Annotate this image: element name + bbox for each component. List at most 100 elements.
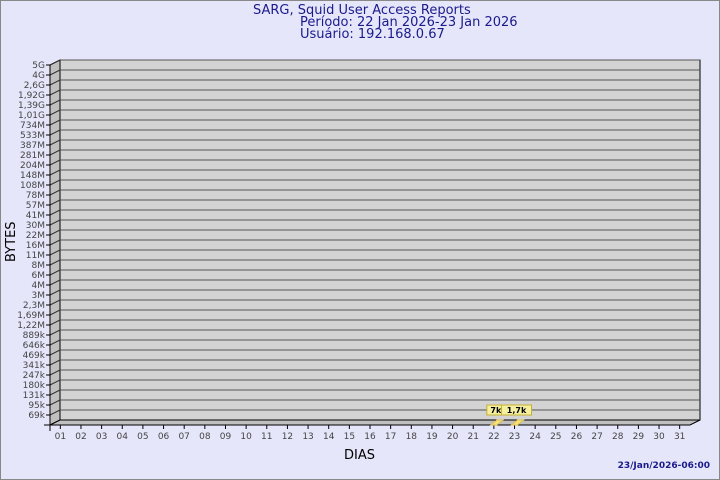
- y-tick-label: 533M: [20, 131, 45, 141]
- y-tick-label: 148M: [20, 171, 45, 181]
- x-tick-label: 24: [529, 432, 541, 442]
- y-tick-diagonal: [49, 289, 61, 296]
- y-tick-label: 1,01G: [18, 111, 45, 121]
- y-tick-diagonal: [49, 69, 61, 76]
- y-tick-label: 69k: [28, 411, 45, 421]
- x-tick-label: 02: [75, 432, 86, 442]
- y-tick-label: 281M: [20, 151, 45, 161]
- y-tick-label: 2,6G: [24, 81, 45, 91]
- y-tick-label: 16M: [26, 241, 45, 251]
- y-tick-diagonal: [49, 59, 61, 66]
- y-tick-label: 247k: [23, 371, 46, 381]
- x-tick-label: 28: [612, 432, 624, 442]
- y-tick-diagonal: [49, 219, 61, 226]
- y-tick-diagonal: [49, 319, 61, 326]
- y-tick-diagonal: [49, 199, 61, 206]
- chart-title: SARG, Squid User Access Reports: [253, 3, 471, 18]
- y-tick-diagonal: [49, 149, 61, 156]
- y-tick-label: 41M: [26, 211, 45, 221]
- y-tick-label: 646k: [23, 341, 46, 351]
- y-tick-label: 204M: [20, 161, 45, 171]
- y-tick-label: 889k: [23, 331, 46, 341]
- y-tick-label: 5G: [32, 61, 45, 71]
- y-tick-label: 180k: [23, 381, 46, 391]
- x-tick-label: 25: [550, 432, 561, 442]
- x-tick-label: 08: [199, 432, 211, 442]
- timestamp: 23/Jan/2026-06:00: [617, 461, 710, 471]
- x-tick-label: 13: [302, 432, 313, 442]
- x-axis-label: DIAS: [344, 448, 375, 463]
- x-tick-label: 21: [467, 432, 478, 442]
- x-tick-label: 26: [571, 432, 583, 442]
- x-tick-label: 05: [137, 432, 148, 442]
- y-tick-diagonal: [49, 179, 61, 186]
- y-tick-label: 2,3M: [23, 301, 45, 311]
- y-tick-diagonal: [49, 329, 61, 336]
- y-tick-diagonal: [49, 239, 61, 246]
- x-tick-label: 03: [96, 432, 107, 442]
- y-tick-diagonal: [49, 99, 61, 106]
- y-tick-diagonal: [49, 259, 61, 266]
- y-tick-diagonal: [49, 229, 61, 236]
- y-tick-diagonal: [49, 349, 61, 356]
- y-tick-label: 1,69M: [17, 311, 45, 321]
- y-tick-diagonal: [49, 79, 61, 86]
- y-tick-diagonal: [49, 279, 61, 286]
- y-tick-label: 22M: [26, 231, 45, 241]
- floor: [49, 419, 701, 426]
- x-tick-label: 29: [633, 432, 645, 442]
- y-tick-diagonal: [49, 409, 61, 416]
- y-tick-diagonal: [49, 269, 61, 276]
- chart-period: Período: 22 Jan 2026-23 Jan 2026: [300, 15, 518, 30]
- x-tick-label: 31: [674, 432, 685, 442]
- y-tick-label: 3M: [32, 291, 46, 301]
- x-tick-label: 19: [426, 432, 438, 442]
- x-tick-label: 07: [178, 432, 189, 442]
- y-tick-diagonal: [49, 309, 61, 316]
- x-tick-label: 14: [323, 432, 335, 442]
- data-bar: [489, 419, 505, 426]
- chart-user: Usuário: 192.168.0.67: [300, 27, 445, 42]
- y-tick-diagonal: [49, 389, 61, 396]
- x-tick-label: 01: [55, 432, 66, 442]
- y-tick-label: 78M: [26, 191, 45, 201]
- x-tick-label: 27: [591, 432, 602, 442]
- x-tick-label: 11: [261, 432, 272, 442]
- y-tick-label: 1,39G: [18, 101, 45, 111]
- x-tick-label: 20: [447, 432, 459, 442]
- y-tick-label: 4G: [32, 71, 45, 81]
- y-tick-label: 57M: [26, 201, 45, 211]
- y-tick-diagonal: [49, 249, 61, 256]
- y-tick-label: 469k: [23, 351, 46, 361]
- y-tick-diagonal: [49, 369, 61, 376]
- y-tick-label: 131k: [23, 391, 46, 401]
- y-tick-label: 95k: [28, 401, 45, 411]
- data-label: 1,7k: [507, 406, 527, 415]
- x-tick-label: 30: [653, 432, 665, 442]
- y-tick-label: 30M: [26, 221, 45, 231]
- y-tick-label: 4M: [32, 281, 46, 291]
- y-tick-diagonal: [49, 379, 61, 386]
- y-tick-diagonal: [49, 109, 61, 116]
- y-tick-label: 734M: [20, 121, 45, 131]
- y-tick-label: 6M: [32, 271, 46, 281]
- y-tick-diagonal: [49, 119, 61, 126]
- y-tick-diagonal: [49, 129, 61, 136]
- x-tick-label: 23: [509, 432, 520, 442]
- y-tick-label: 11M: [26, 251, 45, 261]
- x-tick-label: 16: [364, 432, 376, 442]
- x-tick-label: 10: [240, 432, 252, 442]
- y-tick-diagonal: [49, 209, 61, 216]
- x-tick-label: 12: [282, 432, 293, 442]
- y-tick-diagonal: [49, 359, 61, 366]
- y-tick-diagonal: [49, 299, 61, 306]
- x-tick-label: 15: [344, 432, 355, 442]
- y-tick-diagonal: [49, 399, 61, 406]
- y-tick-diagonal: [49, 159, 61, 166]
- y-tick-diagonal: [49, 169, 61, 176]
- x-tick-label: 04: [117, 432, 129, 442]
- y-tick-diagonal: [49, 339, 61, 346]
- y-tick-diagonal: [49, 189, 61, 196]
- x-tick-label: 09: [220, 432, 232, 442]
